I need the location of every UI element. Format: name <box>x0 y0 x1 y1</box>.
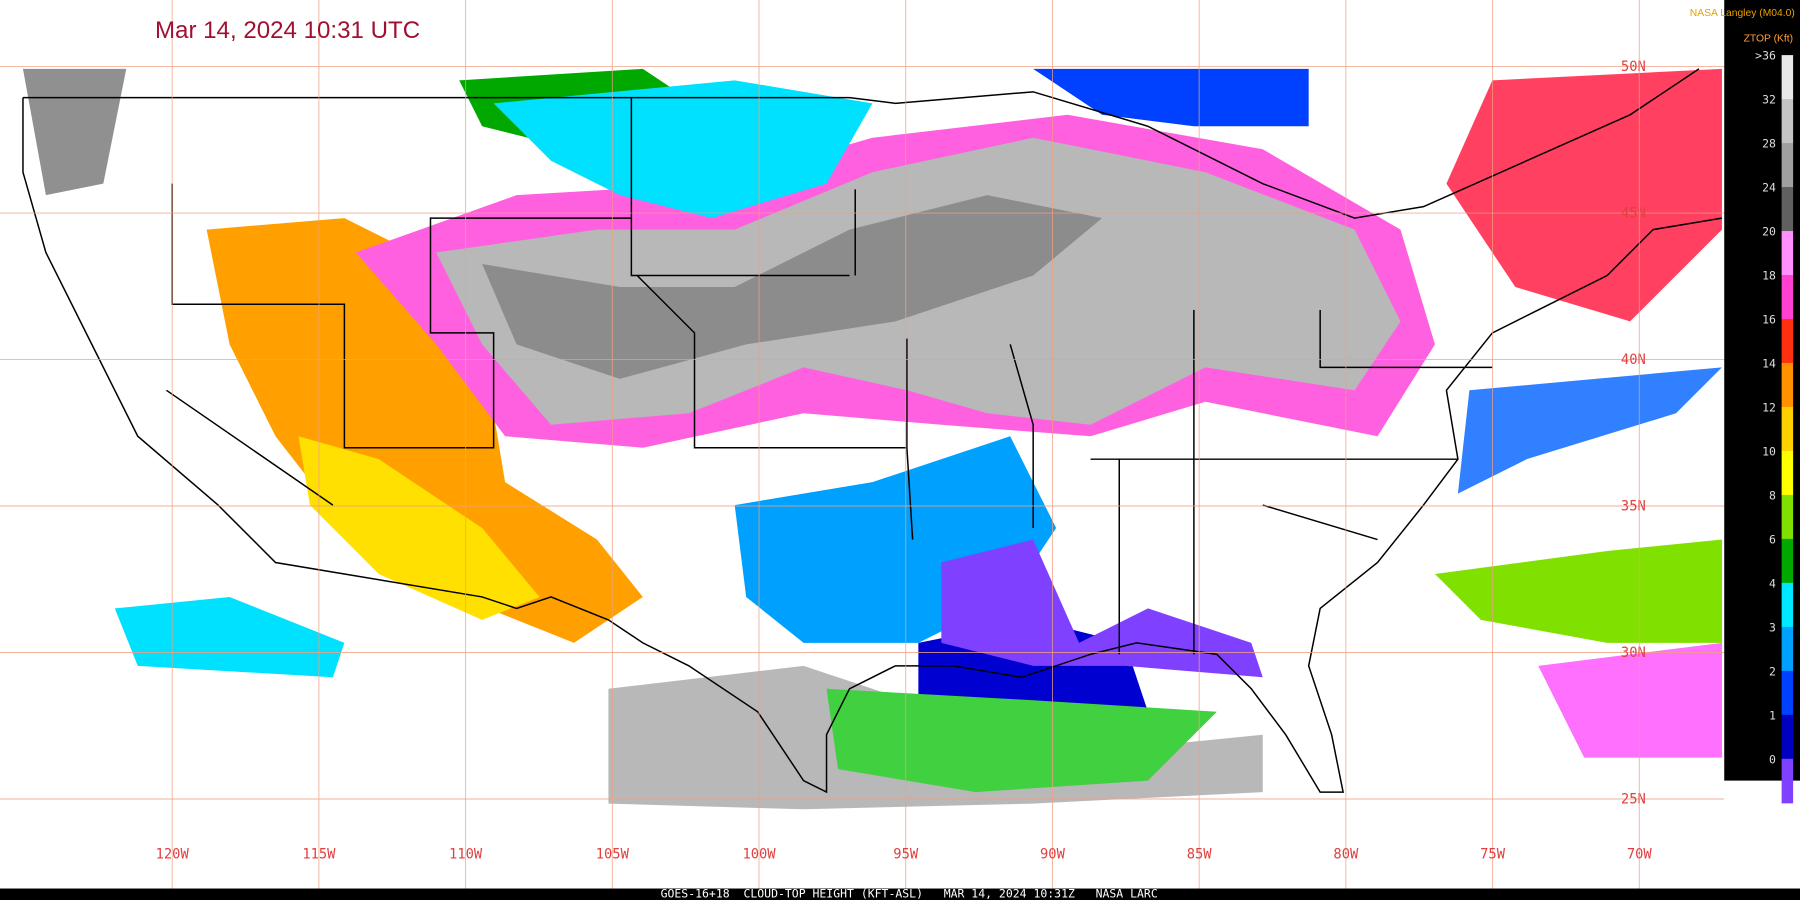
longitude-label: 115W <box>302 847 336 863</box>
latitude-label: 30N <box>1621 645 1646 661</box>
legend-swatch <box>1781 99 1794 144</box>
cloud-region <box>298 436 540 620</box>
legend-swatch <box>1781 275 1794 320</box>
legend-label: 24 <box>1762 181 1776 195</box>
credit: NASA Langley (M04.0) <box>1690 8 1795 19</box>
legend-swatch <box>1781 538 1794 584</box>
latitude-label: 45N <box>1621 206 1646 222</box>
longitude-label: 75W <box>1480 847 1506 863</box>
legend-label: 16 <box>1762 313 1776 327</box>
legend-swatch <box>1781 494 1794 540</box>
map-title: Mar 14, 2024 10:31 UTC <box>155 17 420 44</box>
legend-label: 2 <box>1769 664 1776 678</box>
longitude-label: 90W <box>1040 847 1066 863</box>
legend-label: 28 <box>1762 137 1776 151</box>
cloud-region <box>206 218 643 643</box>
legend-label: 3 <box>1769 620 1776 634</box>
legend-swatch <box>1781 55 1794 100</box>
country-outline <box>22 68 1723 794</box>
cloud-field <box>22 68 1722 810</box>
cloud-region <box>22 68 127 196</box>
legend-label: 32 <box>1762 93 1776 107</box>
latitude-label: 25N <box>1621 792 1646 808</box>
legend-swatch <box>1781 187 1794 232</box>
longitude-label: 85W <box>1187 847 1213 863</box>
footer-text: GOES-16+18 CLOUD-TOP HEIGHT (KFT-ASL) MA… <box>661 887 1158 900</box>
longitude-label: 80W <box>1333 847 1359 863</box>
legend-swatch <box>1781 143 1794 188</box>
cloud-region <box>1446 68 1722 322</box>
legend-label: 12 <box>1762 401 1776 415</box>
lat-lon-grid: 50N 45N 40N 35N 30N 25N 120W 115W 110W 105W 100W 95… <box>0 0 1725 889</box>
cloud-region <box>826 688 1217 793</box>
legend-swatch <box>1781 231 1794 276</box>
cloud-region <box>493 80 873 219</box>
longitude-label: 105W <box>596 847 630 863</box>
legend-label: 8 <box>1769 489 1776 503</box>
legend-label: >36 <box>1755 49 1776 63</box>
legend-label: 20 <box>1762 225 1776 239</box>
legend-swatch <box>1781 318 1794 364</box>
longitude-label: 100W <box>742 847 776 863</box>
legend-label: 10 <box>1762 445 1776 459</box>
longitude-label: 70W <box>1627 847 1653 863</box>
legend-label: 18 <box>1762 269 1776 283</box>
legend-label: 1 <box>1769 708 1776 722</box>
latitude-label: 35N <box>1621 499 1646 515</box>
legend-swatch <box>1781 626 1794 672</box>
legend-swatch <box>1781 406 1794 452</box>
legend-swatch <box>1781 582 1794 628</box>
legend-label: 14 <box>1762 357 1776 371</box>
legend-swatch <box>1781 670 1794 716</box>
cloud-region <box>1457 367 1722 494</box>
cloud-region <box>482 195 1103 379</box>
longitude-label: 120W <box>156 847 190 863</box>
legend-swatch <box>1781 758 1794 804</box>
legend-label: 0 <box>1769 752 1776 766</box>
cloud-region <box>941 539 1263 678</box>
legend-swatch <box>1781 714 1794 760</box>
latitude-label: 40N <box>1621 352 1646 368</box>
latitude-label: 50N <box>1621 59 1646 75</box>
map-borders <box>22 68 1723 794</box>
legend-swatch <box>1781 362 1794 408</box>
legend-title: ZTOP (Kft) <box>1744 33 1794 44</box>
legend-label: 6 <box>1769 532 1776 546</box>
legend-swatch <box>1781 450 1794 496</box>
longitude-label: 110W <box>449 847 483 863</box>
longitude-label: 95W <box>893 847 919 863</box>
cloud-region <box>1434 539 1722 643</box>
footer-bar <box>0 888 1800 900</box>
legend-label: 4 <box>1769 576 1776 590</box>
state-lines <box>166 97 1493 655</box>
cloud-region <box>1538 642 1722 758</box>
